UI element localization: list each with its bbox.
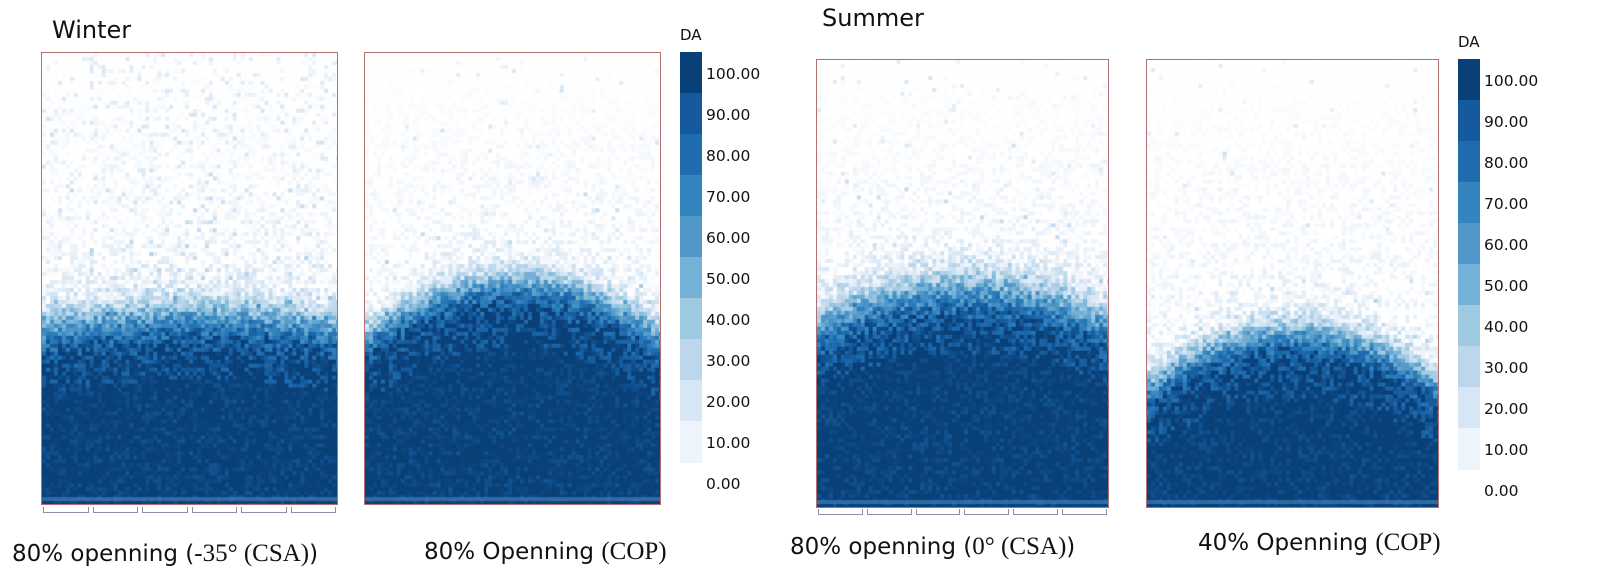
caption-end: ) — [1066, 534, 1076, 560]
colorbar-tick-label: 70.00 — [1484, 195, 1529, 213]
colorbar-swatch — [1458, 264, 1480, 306]
colorbar-tick-label: 50.00 — [706, 270, 751, 288]
heatmap-canvas — [817, 60, 1108, 507]
colorbar-tick-label: 30.00 — [1484, 359, 1529, 377]
colorbar-swatch — [1458, 141, 1480, 183]
colorbar-swatch — [1458, 346, 1480, 388]
caption-serif: 0° (CSA) — [972, 533, 1067, 560]
colorbar-swatch — [1458, 223, 1480, 265]
colorbar-tick-label: 10.00 — [706, 434, 751, 452]
colorbar-swatch — [680, 52, 702, 94]
colorbar-tick-label: 90.00 — [706, 106, 751, 124]
colorbar-tick-label: 0.00 — [1484, 482, 1519, 500]
colorbar-tick-label: 0.00 — [706, 475, 741, 493]
colorbar-bar — [1458, 59, 1480, 470]
colorbar-tick-label: 20.00 — [1484, 400, 1529, 418]
heatmap-summer-cop — [1146, 59, 1439, 508]
colorbar-swatch — [1458, 305, 1480, 347]
colorbar-swatch — [1458, 428, 1480, 470]
heatmap-canvas — [1147, 60, 1438, 507]
colorbar-tick-label: 70.00 — [706, 188, 751, 206]
caption-end: ) — [309, 541, 319, 567]
section-title-summer: Summer — [822, 4, 924, 32]
caption-serif: (COP) — [601, 538, 667, 565]
colorbar-tick-label: 100.00 — [1484, 72, 1539, 90]
colorbar-tick-label: 90.00 — [1484, 113, 1529, 131]
colorbar-swatch — [1458, 182, 1480, 224]
colorbar-swatch — [680, 421, 702, 463]
caption-text: 80% openning ( — [12, 541, 195, 567]
heatmap-canvas — [365, 53, 660, 504]
colorbar-tick-label: 80.00 — [706, 147, 751, 165]
colorbar-tick-label: 60.00 — [706, 229, 751, 247]
section-title-winter: Winter — [52, 16, 132, 44]
heatmap-summer-csa — [816, 59, 1109, 508]
colorbar-title: DA — [1458, 33, 1480, 51]
colorbar-swatch — [1458, 100, 1480, 142]
colorbar-swatch — [680, 134, 702, 176]
colorbar-swatch — [680, 380, 702, 422]
colorbar-tick-label: 40.00 — [1484, 318, 1529, 336]
colorbar-tick-label: 30.00 — [706, 352, 751, 370]
caption-summer-csa: 80% openning (0° (CSA)) — [790, 533, 1075, 561]
colorbar-tick-label: 60.00 — [1484, 236, 1529, 254]
heatmap-winter-csa — [41, 52, 338, 505]
colorbar-swatch — [1458, 387, 1480, 429]
colorbar-tick-label: 50.00 — [1484, 277, 1529, 295]
caption-serif: -35° (CSA) — [194, 540, 310, 567]
colorbar-swatch — [1458, 59, 1480, 101]
colorbar-swatch — [680, 216, 702, 258]
colorbar-swatch — [680, 339, 702, 381]
colorbar-tick-label: 100.00 — [706, 65, 761, 83]
heatmap-canvas — [42, 53, 337, 504]
colorbar-title: DA — [680, 26, 702, 44]
colorbar-winter: DA 100.00 90.00 80.00 70.00 60.00 50.00 40.00 30… — [680, 26, 780, 506]
axis-bracket-ticks — [41, 507, 338, 513]
colorbar-swatch — [680, 298, 702, 340]
colorbar-bar — [680, 52, 702, 463]
caption-serif: (COP) — [1375, 529, 1441, 556]
caption-winter-csa: 80% openning (-35° (CSA)) — [12, 540, 318, 568]
caption-text: 80% Openning — [424, 539, 602, 565]
colorbar-swatch — [680, 93, 702, 135]
colorbar-tick-label: 20.00 — [706, 393, 751, 411]
heatmap-winter-cop — [364, 52, 661, 505]
colorbar-tick-label: 80.00 — [1484, 154, 1529, 172]
caption-text: 80% openning ( — [790, 534, 973, 560]
colorbar-swatch — [680, 175, 702, 217]
axis-bracket-ticks — [816, 509, 1109, 515]
caption-summer-cop: 40% Openning (COP) — [1198, 529, 1441, 557]
colorbar-summer: DA 100.00 90.00 80.00 70.00 60.00 50.00 40.00 30… — [1458, 33, 1558, 513]
colorbar-swatch — [680, 257, 702, 299]
colorbar-tick-label: 10.00 — [1484, 441, 1529, 459]
caption-winter-cop: 80% Openning (COP) — [424, 538, 667, 566]
colorbar-tick-label: 40.00 — [706, 311, 751, 329]
caption-text: 40% Openning — [1198, 530, 1376, 556]
